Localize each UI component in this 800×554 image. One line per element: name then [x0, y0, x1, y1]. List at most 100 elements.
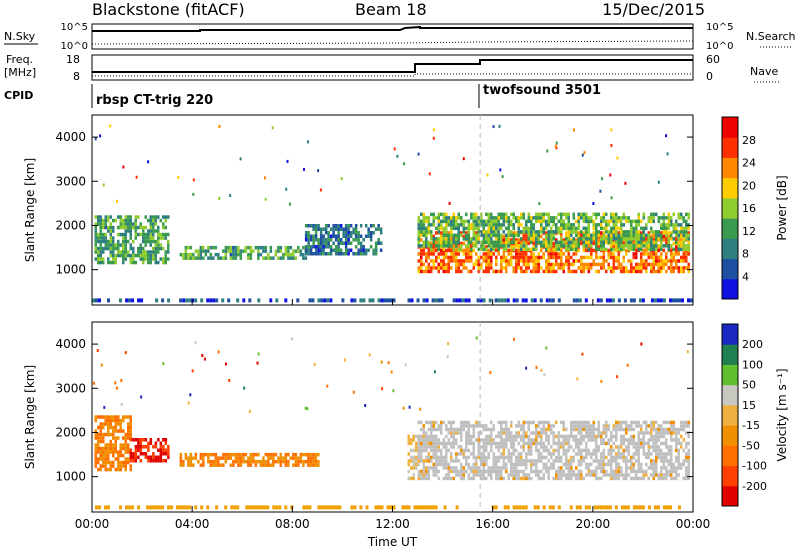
- data-cell: [650, 420, 653, 425]
- data-cell: [672, 269, 675, 274]
- data-cell: [317, 463, 320, 467]
- data-cell: [647, 252, 650, 256]
- data-cell: [447, 237, 450, 241]
- heatmap-panels: Slant Range [km]100020003000400048121620…: [23, 114, 789, 549]
- data-cell: [557, 452, 560, 456]
- data-cell: [595, 473, 598, 477]
- data-cell: [612, 216, 615, 220]
- data-cell: [122, 218, 125, 223]
- data-cell: [600, 462, 603, 467]
- data-cell: [149, 215, 152, 219]
- data-cell: [475, 226, 478, 231]
- data-cell: [632, 420, 635, 425]
- data-cell: [507, 237, 510, 241]
- data-cell: [530, 216, 533, 220]
- data-cell: [645, 226, 648, 231]
- data-cell: [602, 244, 605, 248]
- data-cell: [470, 212, 473, 217]
- data-cell: [104, 236, 107, 240]
- data-cell: [615, 266, 618, 270]
- data-cell: [582, 455, 585, 460]
- data-cell: [455, 237, 458, 241]
- data-cell: [585, 230, 588, 234]
- data-cell: [440, 459, 443, 463]
- data-cell: [562, 469, 565, 474]
- data-cell: [547, 448, 550, 453]
- data-cell: [117, 239, 120, 244]
- clutter-cell: [284, 505, 288, 510]
- data-cell: [104, 232, 107, 237]
- data-cell: [109, 236, 112, 240]
- noise-tick-left-bottom: 10^0: [61, 41, 88, 52]
- data-cell: [667, 247, 670, 252]
- data-cell: [502, 466, 505, 470]
- data-cell: [652, 212, 655, 217]
- scatter-cell: [616, 375, 619, 379]
- data-cell: [102, 257, 105, 261]
- data-cell: [515, 248, 518, 253]
- scatter-cell: [380, 360, 383, 364]
- data-cell: [617, 427, 620, 432]
- clutter-cell: [350, 298, 354, 303]
- data-cell: [294, 459, 298, 464]
- data-cell: [422, 262, 425, 267]
- data-cell: [582, 420, 585, 425]
- nave-tick-right-top: 60: [706, 53, 720, 66]
- clutter-cell: [620, 505, 624, 510]
- data-cell: [472, 237, 475, 241]
- data-cell: [420, 448, 423, 453]
- data-cell: [412, 448, 415, 453]
- data-cell: [485, 438, 488, 442]
- data-cell: [592, 233, 595, 238]
- data-cell: [505, 240, 508, 245]
- data-cell: [502, 223, 505, 227]
- data-cell: [374, 241, 378, 245]
- data-cell: [102, 464, 105, 468]
- scatter-cell: [344, 358, 346, 362]
- data-cell: [565, 226, 568, 231]
- data-cell: [635, 219, 638, 224]
- clutter-cell: [302, 505, 306, 510]
- data-cell: [567, 252, 570, 256]
- data-cell: [407, 462, 410, 467]
- x-tick-label: 12:00: [375, 517, 410, 531]
- data-cell: [202, 452, 205, 457]
- data-cell: [102, 422, 105, 426]
- data-cell: [435, 420, 438, 425]
- data-cell: [620, 424, 623, 428]
- data-cell: [685, 252, 688, 256]
- data-cell: [565, 247, 568, 252]
- data-cell: [452, 459, 455, 463]
- data-cell: [497, 445, 500, 449]
- data-cell: [540, 234, 543, 239]
- data-cell: [522, 469, 525, 474]
- data-cell: [630, 237, 633, 241]
- data-cell: [687, 231, 690, 235]
- clutter-cell: [263, 505, 267, 510]
- data-cell: [600, 431, 603, 435]
- data-cell: [277, 456, 280, 460]
- data-cell: [685, 259, 688, 263]
- data-cell: [610, 462, 613, 467]
- data-cell: [457, 445, 460, 449]
- data-cell: [587, 448, 590, 453]
- data-cell: [445, 255, 448, 260]
- data-cell: [179, 452, 183, 457]
- data-cell: [655, 240, 658, 245]
- data-cell: [510, 240, 513, 245]
- data-cell: [117, 450, 120, 454]
- data-cell: [537, 473, 540, 477]
- data-cell: [475, 244, 478, 248]
- data-cell: [495, 233, 498, 238]
- data-cell: [527, 441, 530, 446]
- data-cell: [550, 252, 553, 256]
- y-tick-label: 2000: [55, 425, 86, 439]
- scatter-cell: [286, 159, 289, 163]
- data-cell: [565, 255, 568, 260]
- data-cell: [114, 243, 117, 247]
- data-cell: [527, 230, 530, 234]
- data-cell: [167, 448, 170, 452]
- data-cell: [420, 266, 423, 270]
- data-cell: [677, 466, 680, 470]
- scatter-cell: [116, 199, 118, 203]
